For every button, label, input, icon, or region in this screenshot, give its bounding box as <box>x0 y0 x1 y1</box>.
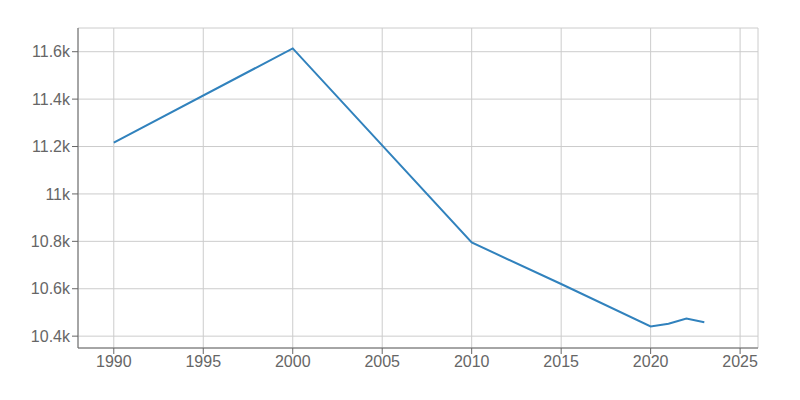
svg-text:2025: 2025 <box>722 353 758 370</box>
svg-text:2015: 2015 <box>543 353 579 370</box>
svg-text:10.4k: 10.4k <box>31 328 71 345</box>
svg-text:2010: 2010 <box>454 353 490 370</box>
svg-text:2020: 2020 <box>633 353 669 370</box>
svg-text:1990: 1990 <box>96 353 132 370</box>
svg-text:11.2k: 11.2k <box>32 138 71 155</box>
svg-text:2005: 2005 <box>364 353 400 370</box>
svg-text:10.6k: 10.6k <box>31 280 71 297</box>
svg-text:11.6k: 11.6k <box>32 43 71 60</box>
svg-text:1995: 1995 <box>185 353 221 370</box>
svg-text:10.8k: 10.8k <box>31 233 71 250</box>
svg-text:2000: 2000 <box>275 353 311 370</box>
svg-text:11.4k: 11.4k <box>32 91 71 108</box>
svg-text:11k: 11k <box>45 186 71 203</box>
